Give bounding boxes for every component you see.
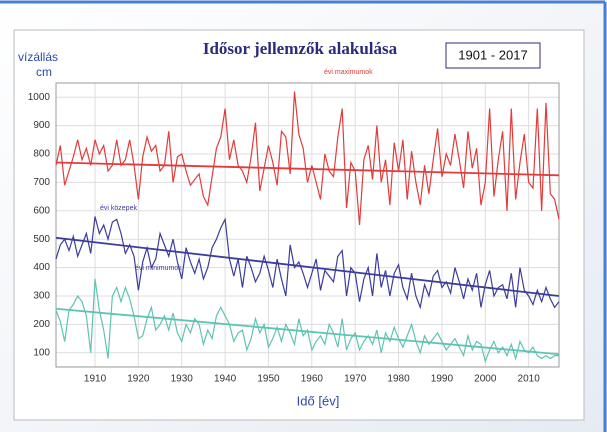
trend-line bbox=[55, 307, 560, 356]
x-axis-label: Idő [év] bbox=[297, 393, 340, 408]
x-tick-label: 1990 bbox=[431, 374, 454, 385]
x-tick-label: 1980 bbox=[387, 374, 410, 385]
y-tick-label: 300 bbox=[33, 291, 50, 302]
chart-title: Idősor jellemzők alakulása bbox=[203, 39, 398, 58]
x-tick-label: 1960 bbox=[301, 374, 324, 385]
trend-line bbox=[55, 236, 560, 297]
y-axis-label: vízállás bbox=[18, 50, 58, 64]
panel bbox=[13, 29, 585, 421]
annotation: évi közepek bbox=[100, 205, 137, 212]
x-tick-label: 1910 bbox=[84, 374, 107, 385]
annotation: évi maximumok bbox=[324, 69, 373, 76]
y-axis-unit: cm bbox=[36, 65, 52, 79]
y-tick-label: 900 bbox=[33, 120, 50, 131]
y-tick-label: 500 bbox=[33, 234, 50, 245]
x-tick-label: 2000 bbox=[474, 374, 497, 385]
trend-line bbox=[55, 161, 560, 177]
series-line bbox=[55, 91, 560, 226]
y-tick-label: 100 bbox=[33, 347, 50, 358]
x-tick-label: 2010 bbox=[518, 374, 541, 385]
y-tick-label: 700 bbox=[33, 177, 50, 188]
x-tick-label: 1970 bbox=[344, 374, 367, 385]
y-tick-label: 1000 bbox=[28, 92, 51, 103]
period-label: 1901 - 2017 bbox=[458, 47, 527, 62]
plot-border bbox=[55, 82, 560, 368]
series-line bbox=[55, 216, 560, 310]
plot: 100 200 300 400 500 600 700 800 900 1000 1910 1920 1… bbox=[28, 82, 560, 385]
x-tick-label: 1920 bbox=[127, 374, 150, 385]
x-tick-label: 1940 bbox=[214, 374, 237, 385]
annotation: évi minimumok bbox=[135, 265, 182, 272]
series-line bbox=[55, 278, 559, 364]
y-tick-label: 400 bbox=[33, 262, 50, 273]
period-box bbox=[445, 42, 541, 69]
y-tick-label: 600 bbox=[33, 205, 50, 216]
y-tick-label: 800 bbox=[33, 149, 50, 160]
y-tick-label: 200 bbox=[33, 319, 50, 330]
x-tick-label: 1930 bbox=[171, 374, 194, 385]
x-tick-label: 1950 bbox=[257, 374, 280, 385]
